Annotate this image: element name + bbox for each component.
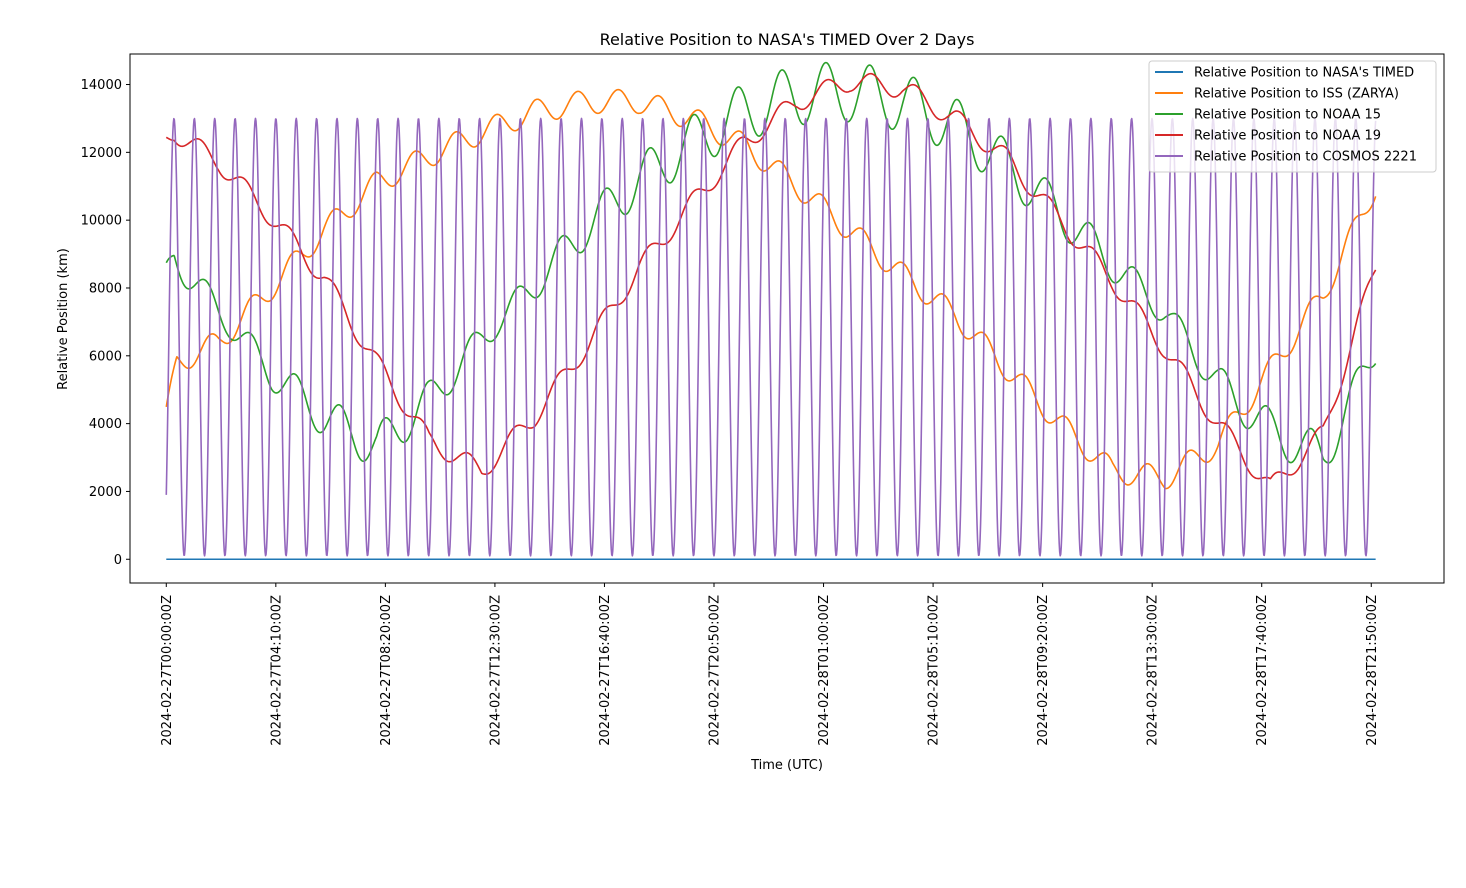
legend: Relative Position to NASA's TIMED Relativ…	[1148, 60, 1437, 173]
legend-box	[1148, 60, 1437, 173]
series-line	[165, 72, 1377, 480]
y-tick-label: 4000	[89, 417, 122, 432]
x-tick-label: 2024-02-28T17:40:00Z	[1255, 595, 1270, 746]
y-tick-label: 14000	[81, 78, 122, 93]
y-axis: 0 2000 4000 6000 8000 10000 12000 14000	[81, 78, 130, 568]
x-tick-label: 2024-02-28T09:20:00Z	[1036, 595, 1051, 746]
y-tick-label: 2000	[89, 485, 122, 500]
legend-entry: Relative Position to NOAA 15	[1194, 108, 1381, 123]
x-tick-label: 2024-02-28T05:10:00Z	[927, 595, 942, 746]
x-tick-label: 2024-02-28T13:30:00Z	[1146, 595, 1161, 746]
y-tick-label: 0	[114, 553, 122, 568]
x-tick-label: 2024-02-28T21:50:00Z	[1365, 595, 1380, 746]
chart-title: Relative Position to NASA's TIMED Over 2…	[600, 30, 975, 49]
x-axis-label: Time (UTC)	[750, 758, 823, 773]
x-tick-label: 2024-02-27T16:40:00Z	[598, 595, 613, 746]
x-tick-label: 2024-02-27T00:00:00Z	[160, 595, 175, 746]
plot-frame	[129, 53, 1445, 584]
x-axis: 2024-02-27T00:00:00Z 2024-02-27T04:10:00Z…	[160, 583, 1380, 746]
legend-entry: Relative Position to NOAA 19	[1194, 129, 1381, 144]
series-line	[165, 88, 1377, 490]
y-tick-label: 6000	[89, 349, 122, 364]
legend-entry: Relative Position to NASA's TIMED	[1194, 66, 1414, 81]
y-tick-label: 8000	[89, 281, 122, 296]
x-tick-label: 2024-02-27T12:30:00Z	[488, 595, 503, 746]
legend-entry: Relative Position to COSMOS 2221	[1194, 150, 1417, 165]
y-axis-label: Relative Position (km)	[56, 248, 71, 390]
y-tick-label: 12000	[81, 146, 122, 161]
legend-entry: Relative Position to ISS (ZARYA)	[1194, 87, 1399, 102]
x-tick-label: 2024-02-27T20:50:00Z	[707, 595, 722, 746]
x-tick-label: 2024-02-27T08:20:00Z	[379, 595, 394, 746]
y-tick-label: 10000	[81, 214, 122, 229]
x-tick-label: 2024-02-27T04:10:00Z	[269, 595, 284, 746]
x-tick-label: 2024-02-28T01:00:00Z	[817, 595, 832, 746]
series-line	[165, 61, 1377, 464]
